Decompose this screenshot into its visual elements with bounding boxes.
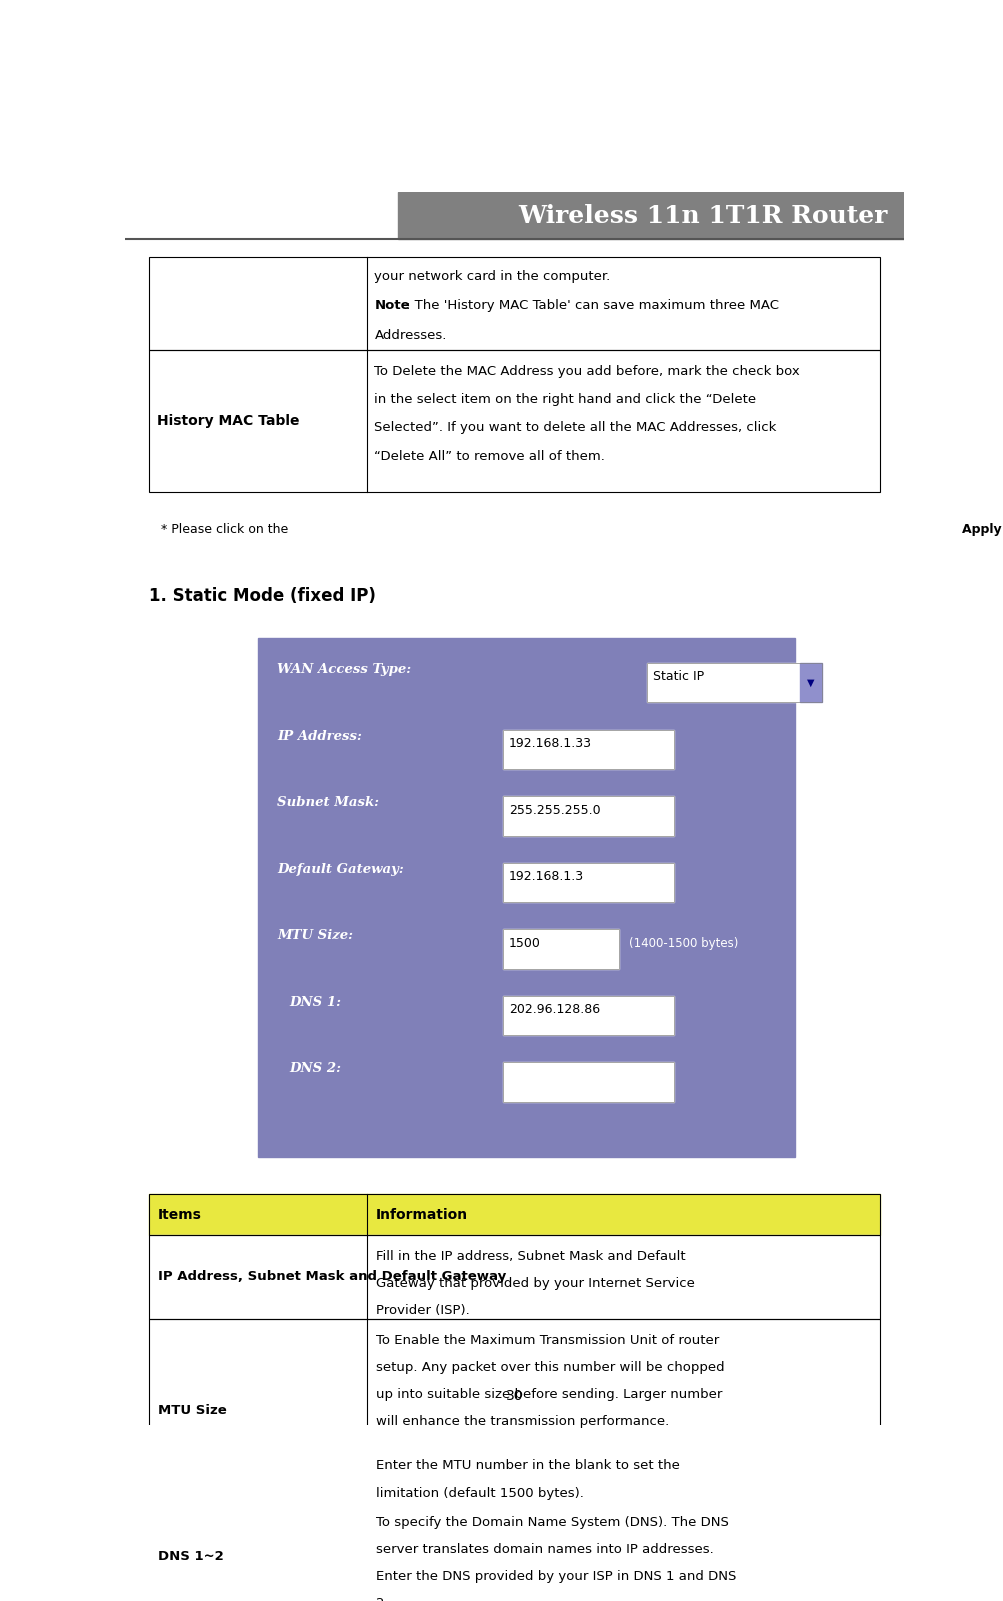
Bar — [799, 663, 821, 703]
Text: Enter the DNS provided by your ISP in DNS 1 and DNS: Enter the DNS provided by your ISP in DN… — [376, 1571, 735, 1583]
Text: 192.168.1.33: 192.168.1.33 — [509, 736, 592, 749]
Text: server translates domain names into IP addresses.: server translates domain names into IP a… — [376, 1543, 713, 1556]
Bar — [503, 863, 673, 903]
Bar — [503, 996, 673, 1036]
Text: Fill in the IP address, Subnet Mask and Default: Fill in the IP address, Subnet Mask and … — [376, 1250, 685, 1263]
Bar — [148, 1234, 880, 1319]
Text: 2.: 2. — [376, 1598, 388, 1601]
Text: Information: Information — [376, 1207, 467, 1222]
Bar — [503, 796, 673, 836]
Bar — [258, 639, 794, 1158]
Text: 1. Static Mode (fixed IP): 1. Static Mode (fixed IP) — [148, 586, 375, 605]
Bar — [503, 1063, 673, 1101]
Text: Wireless 11n 1T1R Router: Wireless 11n 1T1R Router — [519, 203, 888, 227]
Text: your network card in the computer.: your network card in the computer. — [374, 271, 610, 283]
Bar — [646, 663, 821, 703]
Text: Items: Items — [158, 1207, 202, 1222]
Bar — [148, 258, 880, 351]
Text: DNS 1~2: DNS 1~2 — [158, 1550, 224, 1563]
Text: WAN Access Type:: WAN Access Type: — [277, 663, 411, 676]
Text: : The 'History MAC Table' can save maximum three MAC: : The 'History MAC Table' can save maxim… — [405, 299, 778, 312]
Text: 255.255.255.0: 255.255.255.0 — [509, 804, 600, 817]
Text: To Delete the MAC Address you add before, mark the check box: To Delete the MAC Address you add before… — [374, 365, 799, 378]
Text: MTU Size:: MTU Size: — [277, 929, 353, 943]
Text: ▼: ▼ — [806, 677, 814, 688]
Text: Enter the MTU number in the blank to set the: Enter the MTU number in the blank to set… — [376, 1460, 679, 1473]
Text: Addresses.: Addresses. — [374, 328, 446, 343]
Text: setup. Any packet over this number will be chopped: setup. Any packet over this number will … — [376, 1361, 724, 1374]
Text: To Enable the Maximum Transmission Unit of router: To Enable the Maximum Transmission Unit … — [376, 1334, 718, 1346]
Bar — [503, 1063, 673, 1101]
Bar — [148, 1319, 880, 1502]
Bar — [503, 730, 673, 768]
Text: 30: 30 — [506, 1388, 523, 1402]
Text: 192.168.1.3: 192.168.1.3 — [509, 871, 584, 884]
Text: DNS 1:: DNS 1: — [289, 996, 341, 1009]
Text: 1500: 1500 — [509, 937, 541, 949]
Text: IP Address, Subnet Mask and Default Gateway: IP Address, Subnet Mask and Default Gate… — [158, 1271, 506, 1284]
Bar — [148, 1502, 880, 1601]
Bar — [646, 663, 821, 703]
Text: will enhance the transmission performance.: will enhance the transmission performanc… — [376, 1415, 669, 1428]
Text: Apply Changes: Apply Changes — [961, 522, 1003, 535]
Bar — [148, 1319, 880, 1502]
Bar — [503, 996, 673, 1036]
Text: “Delete All” to remove all of them.: “Delete All” to remove all of them. — [374, 450, 605, 463]
Text: Default Gateway:: Default Gateway: — [277, 863, 403, 876]
Text: MTU Size: MTU Size — [158, 1404, 227, 1417]
Text: 202.96.128.86: 202.96.128.86 — [509, 1004, 600, 1017]
Bar — [148, 1234, 880, 1319]
Text: * Please click on the: * Please click on the — [160, 522, 292, 535]
Text: Static IP: Static IP — [652, 671, 703, 684]
Text: Note: Note — [374, 299, 409, 312]
Bar — [148, 1194, 880, 1234]
Text: limitation (default 1500 bytes).: limitation (default 1500 bytes). — [376, 1487, 584, 1500]
Bar — [503, 929, 619, 969]
Text: Provider (ISP).: Provider (ISP). — [376, 1305, 469, 1318]
Bar — [503, 863, 673, 903]
Bar — [503, 796, 673, 836]
Text: (1400-1500 bytes): (1400-1500 bytes) — [628, 937, 737, 949]
Text: in the select item on the right hand and click the “Delete: in the select item on the right hand and… — [374, 394, 756, 407]
Text: Gateway that provided by your Internet Service: Gateway that provided by your Internet S… — [376, 1278, 694, 1290]
Bar — [397, 192, 903, 239]
Text: Selected”. If you want to delete all the MAC Addresses, click: Selected”. If you want to delete all the… — [374, 421, 776, 434]
Bar — [148, 351, 880, 492]
Bar — [148, 1502, 880, 1601]
Text: To specify the Domain Name System (DNS). The DNS: To specify the Domain Name System (DNS).… — [376, 1516, 728, 1529]
Text: History MAC Table: History MAC Table — [156, 413, 299, 427]
Text: up into suitable size before sending. Larger number: up into suitable size before sending. La… — [376, 1388, 722, 1401]
Bar — [148, 1194, 880, 1234]
Text: IP Address:: IP Address: — [277, 730, 362, 743]
Bar — [503, 929, 619, 969]
Text: Subnet Mask:: Subnet Mask: — [277, 796, 379, 809]
Text: DNS 2:: DNS 2: — [289, 1063, 341, 1076]
Bar — [503, 730, 673, 768]
